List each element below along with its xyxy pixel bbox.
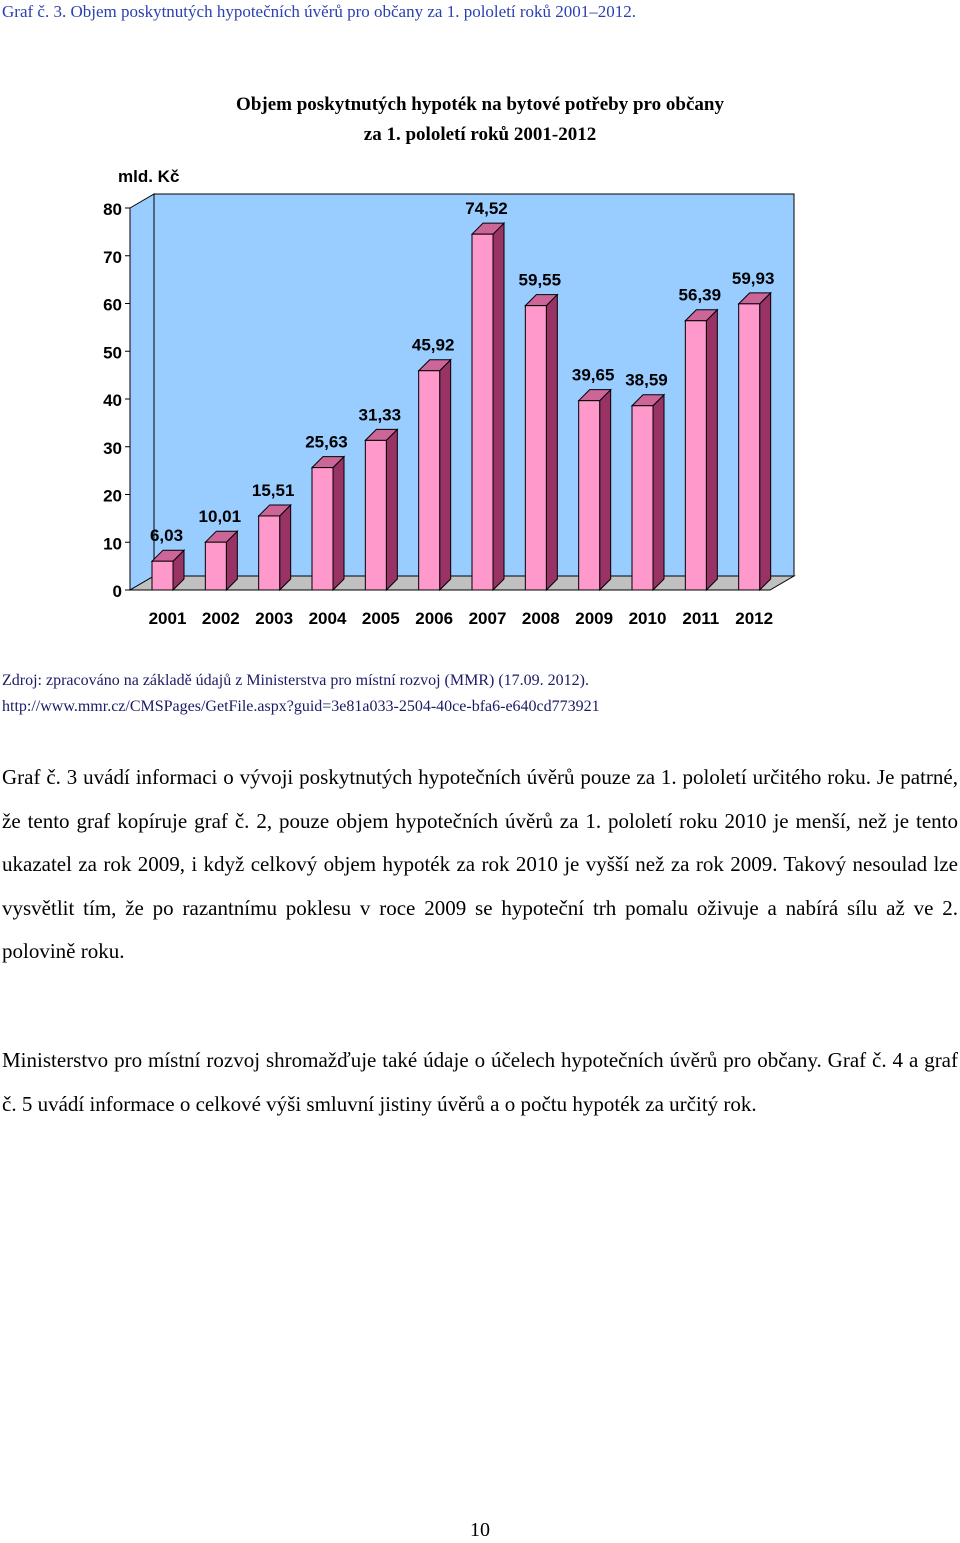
chart-title-line2: za 1. pololetí roků 2001-2012: [363, 124, 597, 145]
data-label: 38,59: [625, 371, 668, 390]
data-label: 25,63: [305, 433, 348, 452]
x-tick-label: 2005: [362, 609, 400, 628]
bar-side: [332, 455, 345, 592]
x-tick-label: 2003: [255, 609, 293, 628]
bar: [418, 370, 441, 591]
x-tick-label: 2001: [149, 609, 187, 628]
y-tick-label: 30: [103, 439, 122, 458]
bar-side: [545, 293, 558, 592]
bar-side: [652, 393, 665, 592]
bar-side: [599, 388, 612, 592]
figure-caption: Graf č. 3. Objem poskytnutých hypotečníc…: [2, 2, 637, 21]
y-tick-label: 20: [103, 487, 122, 506]
data-label: 6,03: [150, 526, 183, 545]
y-axis-label: mld. Kč: [118, 167, 179, 186]
source-line: Zdroj: zpracováno na základě údajů z Min…: [2, 672, 589, 689]
bar: [151, 560, 174, 591]
bar-side: [279, 503, 292, 592]
y-tick-label: 60: [103, 296, 122, 315]
paragraph-2: Ministerstvo pro místní rozvoj shromažďu…: [2, 1048, 958, 1116]
page-number: 10: [470, 1519, 490, 1541]
data-label: 39,65: [572, 366, 615, 385]
bar-side: [439, 358, 452, 592]
bar: [631, 405, 654, 591]
data-label: 59,93: [732, 269, 775, 288]
data-label: 59,55: [519, 271, 562, 290]
x-tick-label: 2007: [469, 609, 507, 628]
bar: [738, 303, 761, 591]
plot-floor: [128, 575, 796, 591]
x-tick-label: 2002: [202, 609, 240, 628]
bar-side: [705, 308, 718, 592]
x-tick-label: 2006: [415, 609, 453, 628]
bar: [471, 233, 494, 591]
bar: [364, 439, 387, 591]
y-tick-label: 70: [103, 248, 122, 267]
bar: [258, 515, 281, 591]
data-label: 15,51: [252, 481, 295, 500]
bar: [578, 400, 601, 591]
bar: [684, 320, 707, 591]
source-note: Zdroj: zpracováno na základě údajů z Min…: [2, 668, 952, 720]
bar-side: [759, 291, 772, 592]
x-tick-label: 2008: [522, 609, 560, 628]
bar-side: [492, 221, 505, 592]
bar-side: [385, 428, 398, 592]
y-tick-label: 80: [103, 200, 122, 219]
x-tick-label: 2010: [629, 609, 667, 628]
data-label: 10,01: [199, 507, 242, 526]
y-tick-label: 10: [103, 534, 122, 553]
bar: [311, 467, 334, 591]
bar-chart-svg: 0 10 20 30 40 50 60 70 80 mld. Kč 6,03 2001 10,01 200…: [103, 167, 796, 628]
y-tick-label: 0: [113, 582, 122, 601]
data-label: 45,92: [412, 336, 455, 355]
y-tick-label: 50: [103, 343, 122, 362]
data-label: 74,52: [465, 199, 508, 218]
data-label: 31,33: [359, 405, 402, 424]
x-tick-label: 2011: [682, 609, 719, 628]
chart: Objem poskytnutých hypoték na bytové pot…: [0, 80, 960, 640]
chart-title-line1: Objem poskytnutých hypoték na bytové pot…: [236, 94, 724, 115]
data-label: 56,39: [679, 286, 722, 305]
bar: [204, 541, 227, 591]
y-tick-label: 40: [103, 391, 122, 410]
x-tick-label: 2009: [575, 609, 613, 628]
paragraph-1: Graf č. 3 uvádí informaci o vývoji posky…: [2, 765, 958, 963]
x-tick-label: 2004: [309, 609, 347, 628]
bar: [524, 305, 547, 591]
source-url: http://www.mmr.cz/CMSPages/GetFile.aspx?…: [2, 698, 600, 715]
x-tick-label: 2012: [735, 609, 773, 628]
